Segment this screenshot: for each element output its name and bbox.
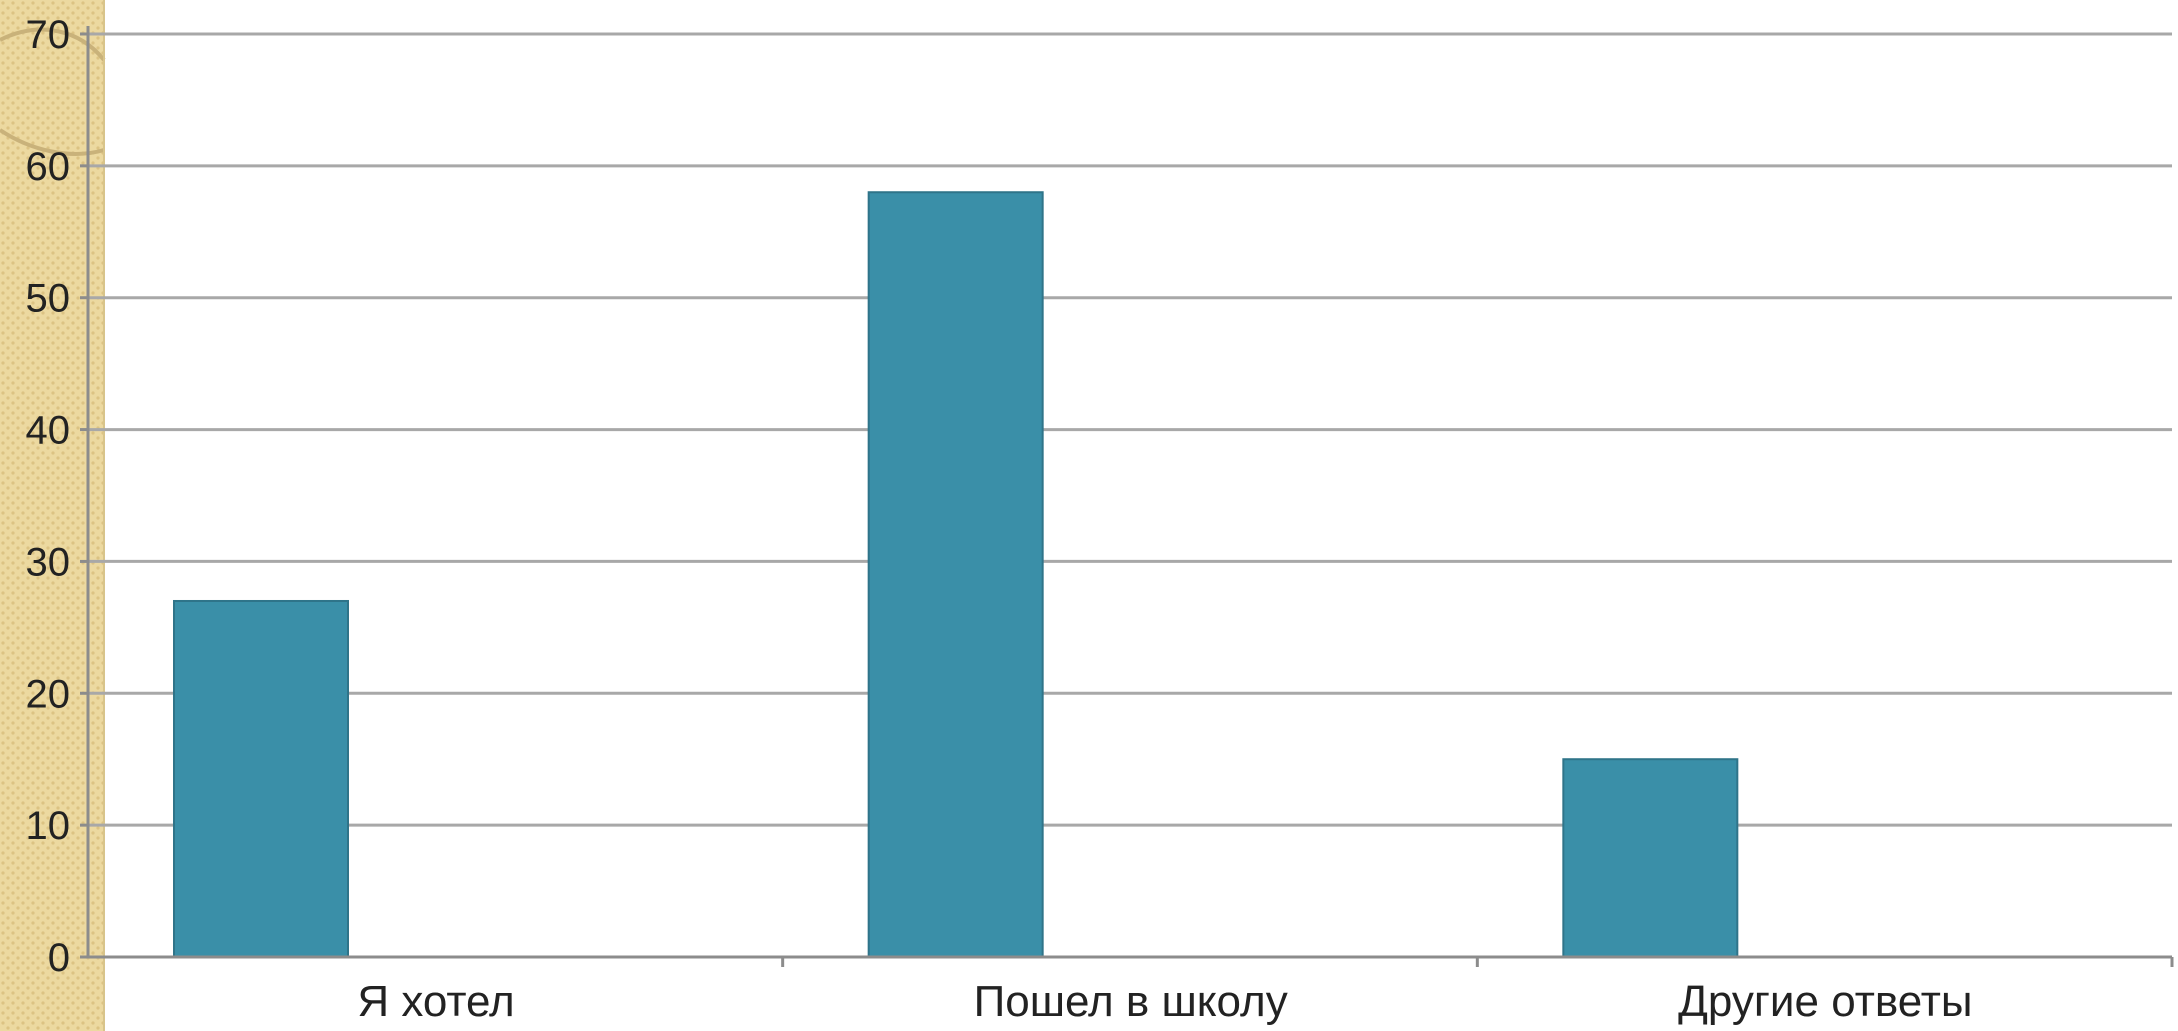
y-tick-label: 60: [26, 145, 71, 189]
bar-1: [174, 601, 348, 957]
y-tick-label: 30: [26, 540, 71, 584]
x-category-label: Пошел в школу: [974, 977, 1288, 1026]
y-tick-label: 0: [48, 936, 70, 980]
bar-2: [869, 192, 1043, 957]
y-tick-label: 20: [26, 672, 71, 716]
x-category-label: Другие ответы: [1678, 977, 1972, 1026]
bar-3: [1563, 759, 1737, 957]
x-category-label: Я хотел: [357, 977, 514, 1026]
y-tick-label: 10: [26, 804, 71, 848]
y-tick-label: 40: [26, 409, 71, 453]
y-tick-label: 50: [26, 277, 71, 321]
y-tick-label: 70: [26, 13, 71, 57]
